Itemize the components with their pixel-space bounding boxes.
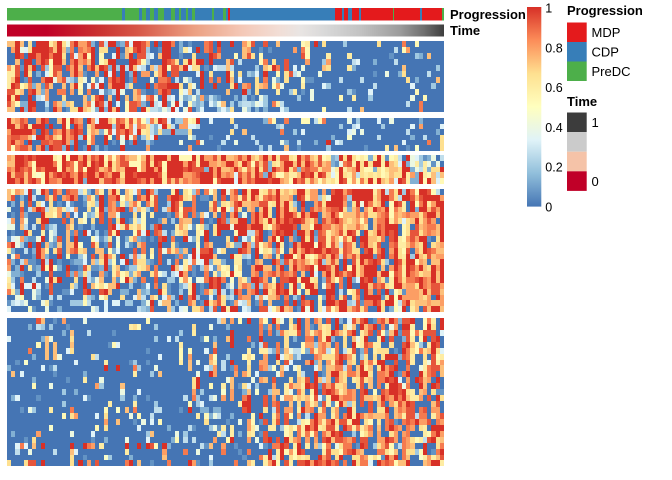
svg-text:Progression: Progression (567, 3, 643, 18)
svg-text:0: 0 (592, 174, 599, 189)
svg-text:1: 1 (592, 115, 599, 130)
svg-text:PreDC: PreDC (592, 64, 631, 79)
svg-text:Time: Time (567, 94, 597, 109)
svg-text:Time: Time (450, 23, 480, 38)
svg-text:0: 0 (545, 200, 552, 214)
svg-text:Progression: Progression (450, 7, 526, 22)
svg-text:0.8: 0.8 (545, 41, 562, 55)
svg-text:0.2: 0.2 (545, 161, 562, 175)
svg-text:CDP: CDP (592, 44, 619, 59)
svg-text:0.6: 0.6 (545, 81, 562, 95)
svg-text:0.4: 0.4 (545, 121, 562, 135)
svg-text:MDP: MDP (592, 25, 621, 40)
svg-text:1: 1 (545, 2, 552, 16)
